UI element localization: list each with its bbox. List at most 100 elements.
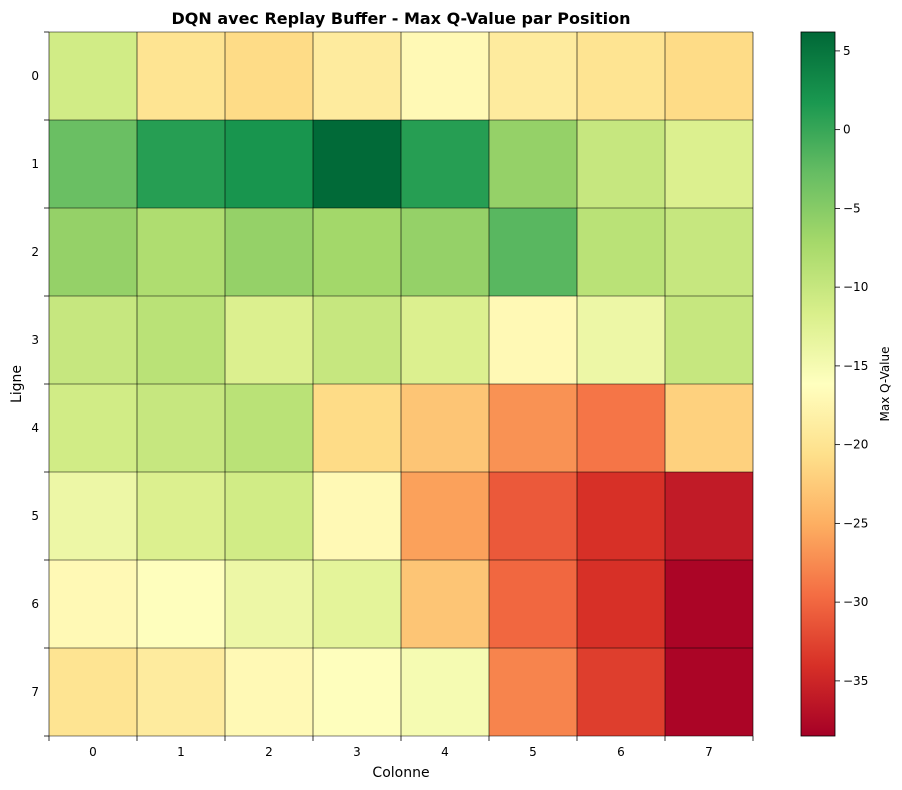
heatmap-cell-r3-c1 xyxy=(137,296,225,384)
x-axis-ticks: 0 1 2 3 4 5 6 7 xyxy=(48,736,754,759)
heatmap-cell-r7-c5 xyxy=(489,648,577,736)
heatmap-cell-r1-c0 xyxy=(49,120,137,208)
x-tick-label: 2 xyxy=(265,745,273,759)
colorbar-tick-label: −30 xyxy=(843,595,868,609)
heatmap-cell-r2-c4 xyxy=(401,208,489,296)
y-axis-ticks: 0 1 2 3 4 5 6 7 xyxy=(31,31,49,737)
heatmap-cell-r4-c0 xyxy=(49,384,137,472)
x-tick-label: 0 xyxy=(89,745,97,759)
heatmap-cell-r5-c6 xyxy=(577,472,665,560)
heatmap-cell-r3-c2 xyxy=(225,296,313,384)
heatmap-cell-r4-c4 xyxy=(401,384,489,472)
colorbar-label: Max Q-Value xyxy=(878,347,892,422)
heatmap-cell-r3-c7 xyxy=(665,296,753,384)
y-tick-label: 0 xyxy=(31,69,39,83)
heatmap-cell-r6-c7 xyxy=(665,560,753,648)
heatmap-cell-r5-c3 xyxy=(313,472,401,560)
x-tick-label: 6 xyxy=(617,745,625,759)
heatmap-cell-r5-c5 xyxy=(489,472,577,560)
heatmap-cell-r3-c6 xyxy=(577,296,665,384)
colorbar-tick-label: −20 xyxy=(843,438,868,452)
heatmap-cell-r5-c4 xyxy=(401,472,489,560)
heatmap-cell-r0-c7 xyxy=(665,32,753,120)
heatmap-cell-r0-c4 xyxy=(401,32,489,120)
x-tick-label: 7 xyxy=(705,745,713,759)
x-tick-label: 4 xyxy=(441,745,449,759)
heatmap-cell-r2-c1 xyxy=(137,208,225,296)
chart-title: DQN avec Replay Buffer - Max Q-Value par… xyxy=(172,9,631,28)
heatmap-cell-r1-c2 xyxy=(225,120,313,208)
y-tick-label: 6 xyxy=(31,597,39,611)
colorbar-tick-label: 0 xyxy=(843,123,851,137)
heatmap-cell-r6-c6 xyxy=(577,560,665,648)
heatmap-cell-r5-c2 xyxy=(225,472,313,560)
colorbar-tick-label: −10 xyxy=(843,280,868,294)
heatmap-cell-r4-c2 xyxy=(225,384,313,472)
y-tick-label: 1 xyxy=(31,157,39,171)
heatmap-cell-r5-c0 xyxy=(49,472,137,560)
heatmap-cell-r2-c7 xyxy=(665,208,753,296)
heatmap-cell-r4-c5 xyxy=(489,384,577,472)
x-tick-label: 5 xyxy=(529,745,537,759)
heatmap-cell-r1-c6 xyxy=(577,120,665,208)
heatmap-cell-r2-c3 xyxy=(313,208,401,296)
colorbar-ticks: 5 0 −5 −10 −15 −20 −25 −30 −35 xyxy=(835,44,868,688)
heatmap-cell-r4-c3 xyxy=(313,384,401,472)
heatmap-cell-r7-c1 xyxy=(137,648,225,736)
heatmap-cell-r4-c6 xyxy=(577,384,665,472)
heatmap-cells xyxy=(49,32,753,736)
heatmap-cell-r2-c2 xyxy=(225,208,313,296)
colorbar-tick-label: 5 xyxy=(843,44,851,58)
heatmap-cell-r0-c3 xyxy=(313,32,401,120)
heatmap-cell-r5-c1 xyxy=(137,472,225,560)
heatmap-cell-r1-c3 xyxy=(313,120,401,208)
heatmap-cell-r6-c3 xyxy=(313,560,401,648)
colorbar-tick-label: −25 xyxy=(843,516,868,530)
heatmap-cell-r6-c2 xyxy=(225,560,313,648)
y-axis-label: Ligne xyxy=(9,365,25,403)
heatmap-cell-r1-c4 xyxy=(401,120,489,208)
heatmap-cell-r7-c2 xyxy=(225,648,313,736)
heatmap-cell-r6-c0 xyxy=(49,560,137,648)
heatmap-cell-r3-c0 xyxy=(49,296,137,384)
x-axis-label: Colonne xyxy=(372,765,429,781)
heatmap-cell-r2-c0 xyxy=(49,208,137,296)
y-tick-label: 2 xyxy=(31,245,39,259)
heatmap-cell-r6-c5 xyxy=(489,560,577,648)
heatmap-cell-r0-c0 xyxy=(49,32,137,120)
x-tick-label: 3 xyxy=(353,745,361,759)
grid-lines xyxy=(48,31,754,737)
heatmap-cell-r1-c5 xyxy=(489,120,577,208)
heatmap-cell-r3-c4 xyxy=(401,296,489,384)
heatmap-cell-r7-c3 xyxy=(313,648,401,736)
heatmap-cell-r2-c6 xyxy=(577,208,665,296)
heatmap-cell-r0-c1 xyxy=(137,32,225,120)
heatmap-cell-r2-c5 xyxy=(489,208,577,296)
heatmap-cell-r6-c4 xyxy=(401,560,489,648)
colorbar xyxy=(800,31,836,737)
heatmap-cell-r4-c1 xyxy=(137,384,225,472)
heatmap-cell-r5-c7 xyxy=(665,472,753,560)
heatmap-cell-r3-c5 xyxy=(489,296,577,384)
x-tick-label: 1 xyxy=(177,745,185,759)
heatmap-cell-r7-c7 xyxy=(665,648,753,736)
heatmap-cell-r1-c7 xyxy=(665,120,753,208)
heatmap-cell-r0-c5 xyxy=(489,32,577,120)
y-tick-label: 4 xyxy=(31,421,39,435)
colorbar-tick-label: −5 xyxy=(843,201,861,215)
heatmap-cell-r6-c1 xyxy=(137,560,225,648)
heatmap-cell-r1-c1 xyxy=(137,120,225,208)
y-tick-label: 3 xyxy=(31,333,39,347)
heatmap-cell-r0-c2 xyxy=(225,32,313,120)
colorbar-tick-label: −35 xyxy=(843,674,868,688)
y-tick-label: 5 xyxy=(31,509,39,523)
heatmap-cell-r7-c6 xyxy=(577,648,665,736)
heatmap-cell-r3-c3 xyxy=(313,296,401,384)
colorbar-tick-label: −15 xyxy=(843,359,868,373)
heatmap-cell-r4-c7 xyxy=(665,384,753,472)
heatmap-cell-r7-c0 xyxy=(49,648,137,736)
heatmap-cell-r7-c4 xyxy=(401,648,489,736)
y-tick-label: 7 xyxy=(31,685,39,699)
heatmap-cell-r0-c6 xyxy=(577,32,665,120)
